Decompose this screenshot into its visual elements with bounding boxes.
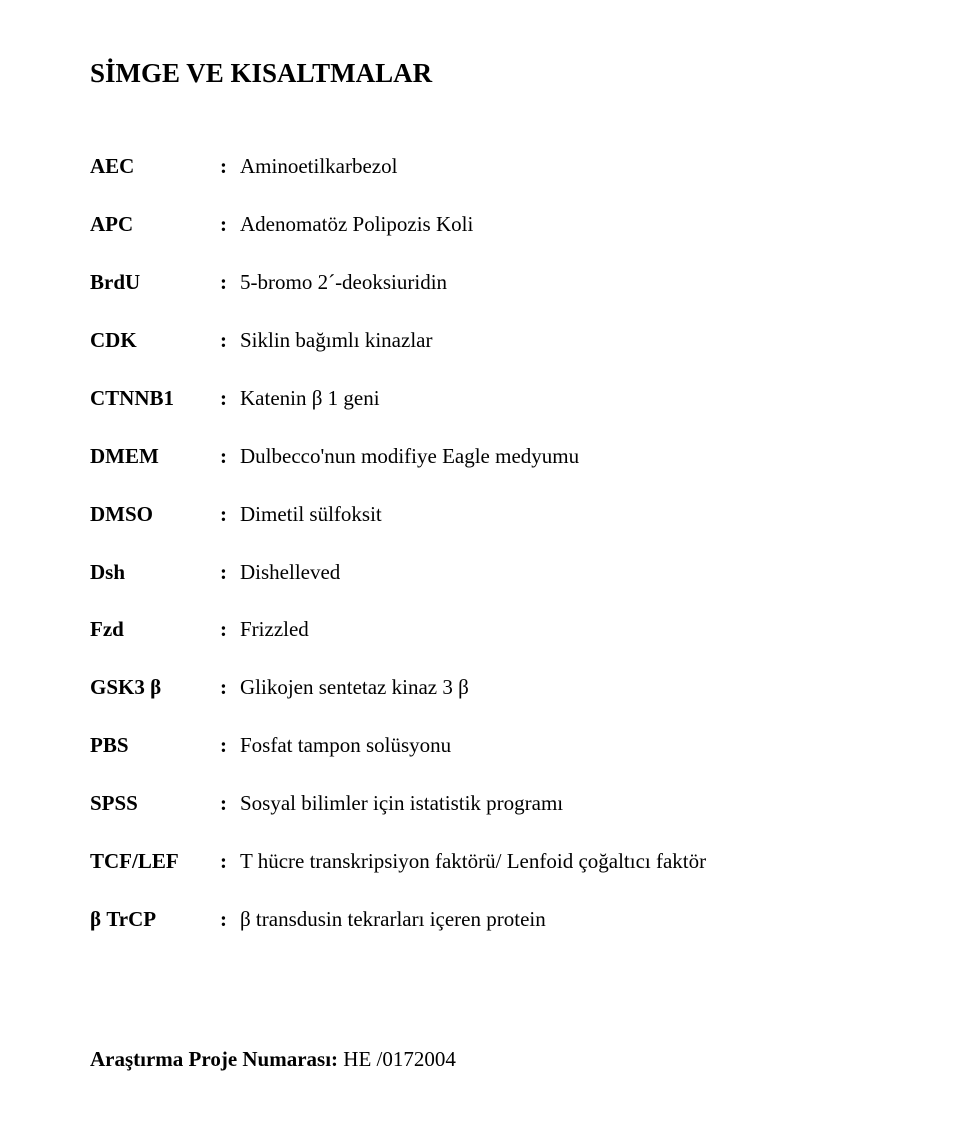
abbr-row: BrdU:5-bromo 2´-deoksiuridin [90,263,870,303]
abbr-row: PBS:Fosfat tampon solüsyonu [90,726,870,766]
abbr: DMSO [90,495,220,535]
colon: : [220,321,240,361]
definition: Adenomatöz Polipozis Koli [240,205,870,245]
colon: : [220,784,240,824]
abbr: β TrCP [90,900,220,940]
colon: : [220,437,240,477]
abbr-row: AEC:Aminoetilkarbezol [90,147,870,187]
colon: : [220,842,240,882]
definition: Sosyal bilimler için istatistik programı [240,784,870,824]
definition: Dishelleved [240,553,870,593]
definition: T hücre transkripsiyon faktörü/ Lenfoid … [240,842,870,882]
colon: : [220,553,240,593]
abbr: Fzd [90,610,220,650]
definition: Aminoetilkarbezol [240,147,870,187]
colon: : [220,668,240,708]
abbr: CTNNB1 [90,379,220,419]
abbr: DMEM [90,437,220,477]
abbr: PBS [90,726,220,766]
definition: 5-bromo 2´-deoksiuridin [240,263,870,303]
colon: : [220,610,240,650]
abbr-row: Fzd:Frizzled [90,610,870,650]
definition: Fosfat tampon solüsyonu [240,726,870,766]
colon: : [220,726,240,766]
abbr: CDK [90,321,220,361]
abbr-row: TCF/LEF:T hücre transkripsiyon faktörü/ … [90,842,870,882]
colon: : [220,495,240,535]
abbr-row: SPSS:Sosyal bilimler için istatistik pro… [90,784,870,824]
definition: Katenin β 1 geni [240,379,870,419]
colon: : [220,900,240,940]
abbr-row: Dsh:Dishelleved [90,553,870,593]
definition: β transdusin tekrarları içeren protein [240,900,870,940]
abbr-row: GSK3 β:Glikojen sentetaz kinaz 3 β [90,668,870,708]
colon: : [220,205,240,245]
abbr: SPSS [90,784,220,824]
colon: : [220,147,240,187]
abbr-row: DMSO:Dimetil sülfoksit [90,495,870,535]
abbr-row: β TrCP:β transdusin tekrarları içeren pr… [90,900,870,940]
colon: : [220,263,240,303]
abbr-row: DMEM:Dulbecco'nun modifiye Eagle medyumu [90,437,870,477]
definition: Glikojen sentetaz kinaz 3 β [240,668,870,708]
abbr: GSK3 β [90,668,220,708]
abbr: AEC [90,147,220,187]
abbr: Dsh [90,553,220,593]
abbreviation-list: AEC:AminoetilkarbezolAPC:Adenomatöz Poli… [90,147,870,939]
abbr: TCF/LEF [90,842,220,882]
definition: Dimetil sülfoksit [240,495,870,535]
abbr: APC [90,205,220,245]
abbr-row: APC:Adenomatöz Polipozis Koli [90,205,870,245]
footer-value: HE /0172004 [338,1047,456,1071]
definition: Frizzled [240,610,870,650]
abbr-row: CTNNB1:Katenin β 1 geni [90,379,870,419]
footer-label: Araştırma Proje Numarası: [90,1047,338,1071]
colon: : [220,379,240,419]
definition: Dulbecco'nun modifiye Eagle medyumu [240,437,870,477]
abbr: BrdU [90,263,220,303]
page-title: SİMGE VE KISALTMALAR [90,48,870,99]
definition: Siklin bağımlı kinazlar [240,321,870,361]
footer: Araştırma Proje Numarası: HE /0172004 [90,1040,870,1080]
abbr-row: CDK:Siklin bağımlı kinazlar [90,321,870,361]
